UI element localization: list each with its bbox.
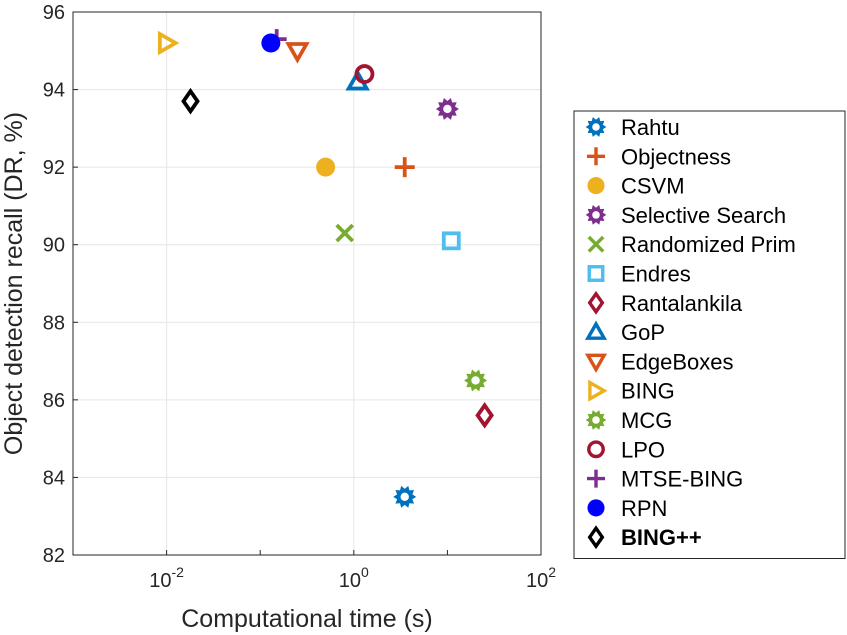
legend-marker — [587, 440, 605, 459]
legend-item: GoP — [584, 320, 665, 345]
legend-item: Endres — [587, 262, 691, 287]
legend-marker — [587, 265, 605, 282]
point-edgeboxes — [285, 42, 310, 64]
point-rahtu — [393, 485, 417, 508]
point-csvm — [316, 157, 336, 177]
x-tick-label: 100 — [339, 564, 369, 592]
legend-item: Rantalankila — [587, 290, 743, 316]
legend-marker — [585, 410, 607, 430]
point-rantalankila — [475, 402, 494, 429]
legend-label: BING — [621, 379, 675, 404]
point-bingplusplus — [181, 87, 200, 115]
legend-item: BING — [588, 379, 675, 404]
legend-label: Randomized Prim — [621, 232, 796, 257]
legend-item: LPO — [587, 437, 665, 462]
legend-marker — [587, 235, 605, 253]
legend-box — [573, 110, 846, 559]
legend-marker — [587, 147, 605, 166]
x-tick-label: 10-2 — [149, 564, 184, 592]
legend-label: Objectness — [621, 144, 731, 169]
legend: Rahtu Objectness CSVM Selective Search Rando… — [573, 110, 846, 559]
legend-item: Rahtu — [585, 115, 680, 140]
axis-ticks: 82 84 86 88 90 92 94 96 10-2 100 102 — [43, 2, 556, 592]
legend-item: MTSE-BING — [587, 467, 743, 492]
point-rpn — [261, 33, 281, 53]
data-points — [157, 29, 494, 508]
y-tick-label: 86 — [43, 390, 65, 412]
point-endres — [441, 231, 461, 251]
legend-item: Selective Search — [585, 203, 786, 228]
point-lpo — [354, 64, 375, 84]
point-randomized-prim — [335, 223, 355, 243]
legend-label: Endres — [621, 262, 691, 287]
legend-marker — [588, 379, 608, 402]
legend-marker — [584, 353, 608, 373]
x-tick-label: 102 — [526, 564, 556, 592]
legend-marker — [587, 177, 605, 195]
x-axis-label: Computational time (s) — [181, 605, 432, 633]
legend-label: GoP — [621, 320, 665, 345]
y-tick-label: 90 — [43, 235, 65, 257]
legend-label: Selective Search — [621, 203, 786, 228]
legend-label: Rahtu — [621, 115, 680, 140]
legend-label: MCG — [621, 408, 672, 433]
legend-marker — [587, 469, 605, 488]
y-tick-label: 92 — [43, 157, 65, 179]
legend-item: MCG — [585, 408, 672, 433]
legend-label: RPN — [621, 496, 667, 521]
y-tick-label: 94 — [43, 80, 65, 102]
legend-marker — [587, 525, 605, 550]
y-tick-label: 82 — [43, 545, 65, 567]
point-mcg — [464, 369, 488, 392]
legend-item: CSVM — [587, 174, 685, 199]
y-tick-label: 96 — [43, 2, 65, 24]
y-tick-label: 88 — [43, 312, 65, 334]
legend-label: EdgeBoxes — [621, 349, 734, 374]
legend-marker — [587, 499, 605, 517]
point-bing — [157, 30, 180, 56]
legend-label: LPO — [621, 437, 665, 462]
legend-label: CSVM — [621, 174, 685, 199]
legend-label: BING++ — [621, 525, 702, 550]
grid — [73, 11, 542, 556]
y-tick-label: 84 — [43, 467, 65, 489]
y-axis-label: Object detection recall (DR, %) — [0, 112, 28, 455]
legend-marker — [584, 320, 608, 340]
legend-item: BING++ — [587, 525, 702, 550]
point-selective-search — [435, 98, 459, 120]
point-objectness — [394, 157, 415, 178]
legend-label: MTSE-BING — [621, 467, 743, 492]
legend-marker — [585, 205, 607, 225]
legend-item: EdgeBoxes — [584, 349, 734, 374]
legend-item: Randomized Prim — [587, 232, 796, 257]
legend-item: Objectness — [587, 144, 731, 169]
legend-marker — [587, 290, 605, 315]
legend-marker — [585, 117, 607, 137]
legend-label: Rantalankila — [621, 291, 743, 316]
legend-item: RPN — [587, 496, 667, 521]
plot-frame — [72, 11, 542, 556]
